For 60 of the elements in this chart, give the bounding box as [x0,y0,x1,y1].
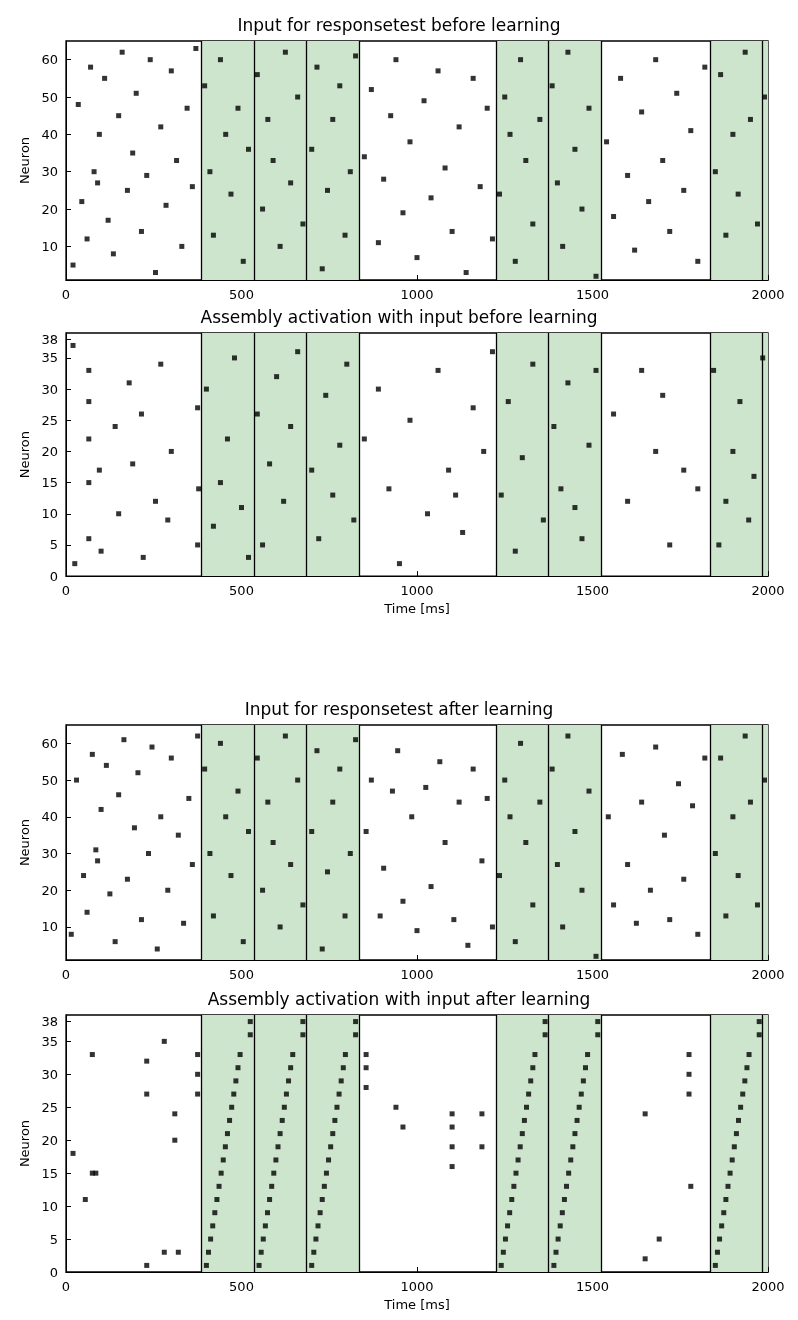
x-tick-label: 0 [61,287,71,302]
x-tick-label: 2000 [751,967,785,982]
x-tick-label: 500 [229,583,254,599]
y-tick-label: 30 [41,164,58,180]
y-tick-label: 25 [41,1099,58,1115]
x-tick-label: 1000 [400,967,434,982]
y-tick-label: 50 [41,89,58,105]
y-tick-label: 40 [41,809,58,825]
y-tick-label: 30 [41,1066,58,1082]
y-tick-label: 10 [41,1198,58,1214]
y-tick-label: 20 [41,201,58,217]
x-tick-label: 2000 [751,583,785,599]
y-tick-label: 5 [49,1231,58,1247]
y-tick-label: 60 [41,52,58,68]
x-tick-label: 0 [61,583,71,599]
y-tick-label: 60 [41,735,58,751]
y-tick-label: 50 [41,772,58,788]
x-tick-label: 0 [61,967,71,982]
y-axis-title: Neuron [16,136,32,185]
y-tick-label: 35 [41,1033,58,1049]
x-tick-label: 2000 [751,1279,785,1294]
x-tick-label: 1000 [400,287,434,302]
x-tick-label: 1500 [575,1279,610,1294]
y-tick-label: 30 [41,846,58,862]
x-tick-label: 2000 [751,287,785,302]
y-tick-label: 38 [41,331,58,347]
y-tick-label: 15 [41,475,58,491]
y-tick-label: 35 [41,350,58,366]
y-axis-title: Neuron [16,1119,32,1168]
y-tick-label: 10 [41,506,58,522]
y-axis-title: Neuron [16,430,32,479]
x-axis-title: Time [ms] [383,1296,450,1312]
x-tick-label: 500 [229,287,254,302]
y-tick-label: 30 [41,381,58,397]
x-tick-label: 1000 [400,1279,434,1294]
x-tick-label: 1500 [575,967,610,982]
y-tick-label: 15 [41,1165,58,1181]
x-tick-label: 1500 [575,287,610,302]
y-tick-label: 40 [41,126,58,142]
y-tick-label: 5 [49,537,58,553]
y-tick-label: 20 [41,443,58,459]
y-tick-label: 10 [41,919,58,935]
chart-title: Assembly activation with input after learning [207,988,591,1009]
y-tick-label: 10 [41,238,58,254]
y-tick-label: 38 [41,1014,58,1030]
x-axis-title: Time [ms] [383,601,450,616]
y-tick-label: 0 [49,1264,58,1280]
x-tick-label: 500 [229,967,254,982]
y-tick-label: 0 [49,568,58,584]
chart-title: Input for responsetest after learning [244,698,554,719]
y-tick-label: 25 [41,412,58,428]
chart-title: Assembly activation with input before learning [200,306,598,327]
x-tick-label: 1000 [400,583,434,599]
x-tick-label: 1500 [575,583,610,599]
x-tick-label: 500 [229,1279,254,1294]
x-tick-label: 0 [61,1279,71,1294]
chart-title: Input for responsetest before learning [237,14,561,35]
y-tick-label: 20 [41,882,58,898]
y-axis-title: Neuron [16,818,32,867]
y-tick-label: 20 [41,1132,58,1148]
